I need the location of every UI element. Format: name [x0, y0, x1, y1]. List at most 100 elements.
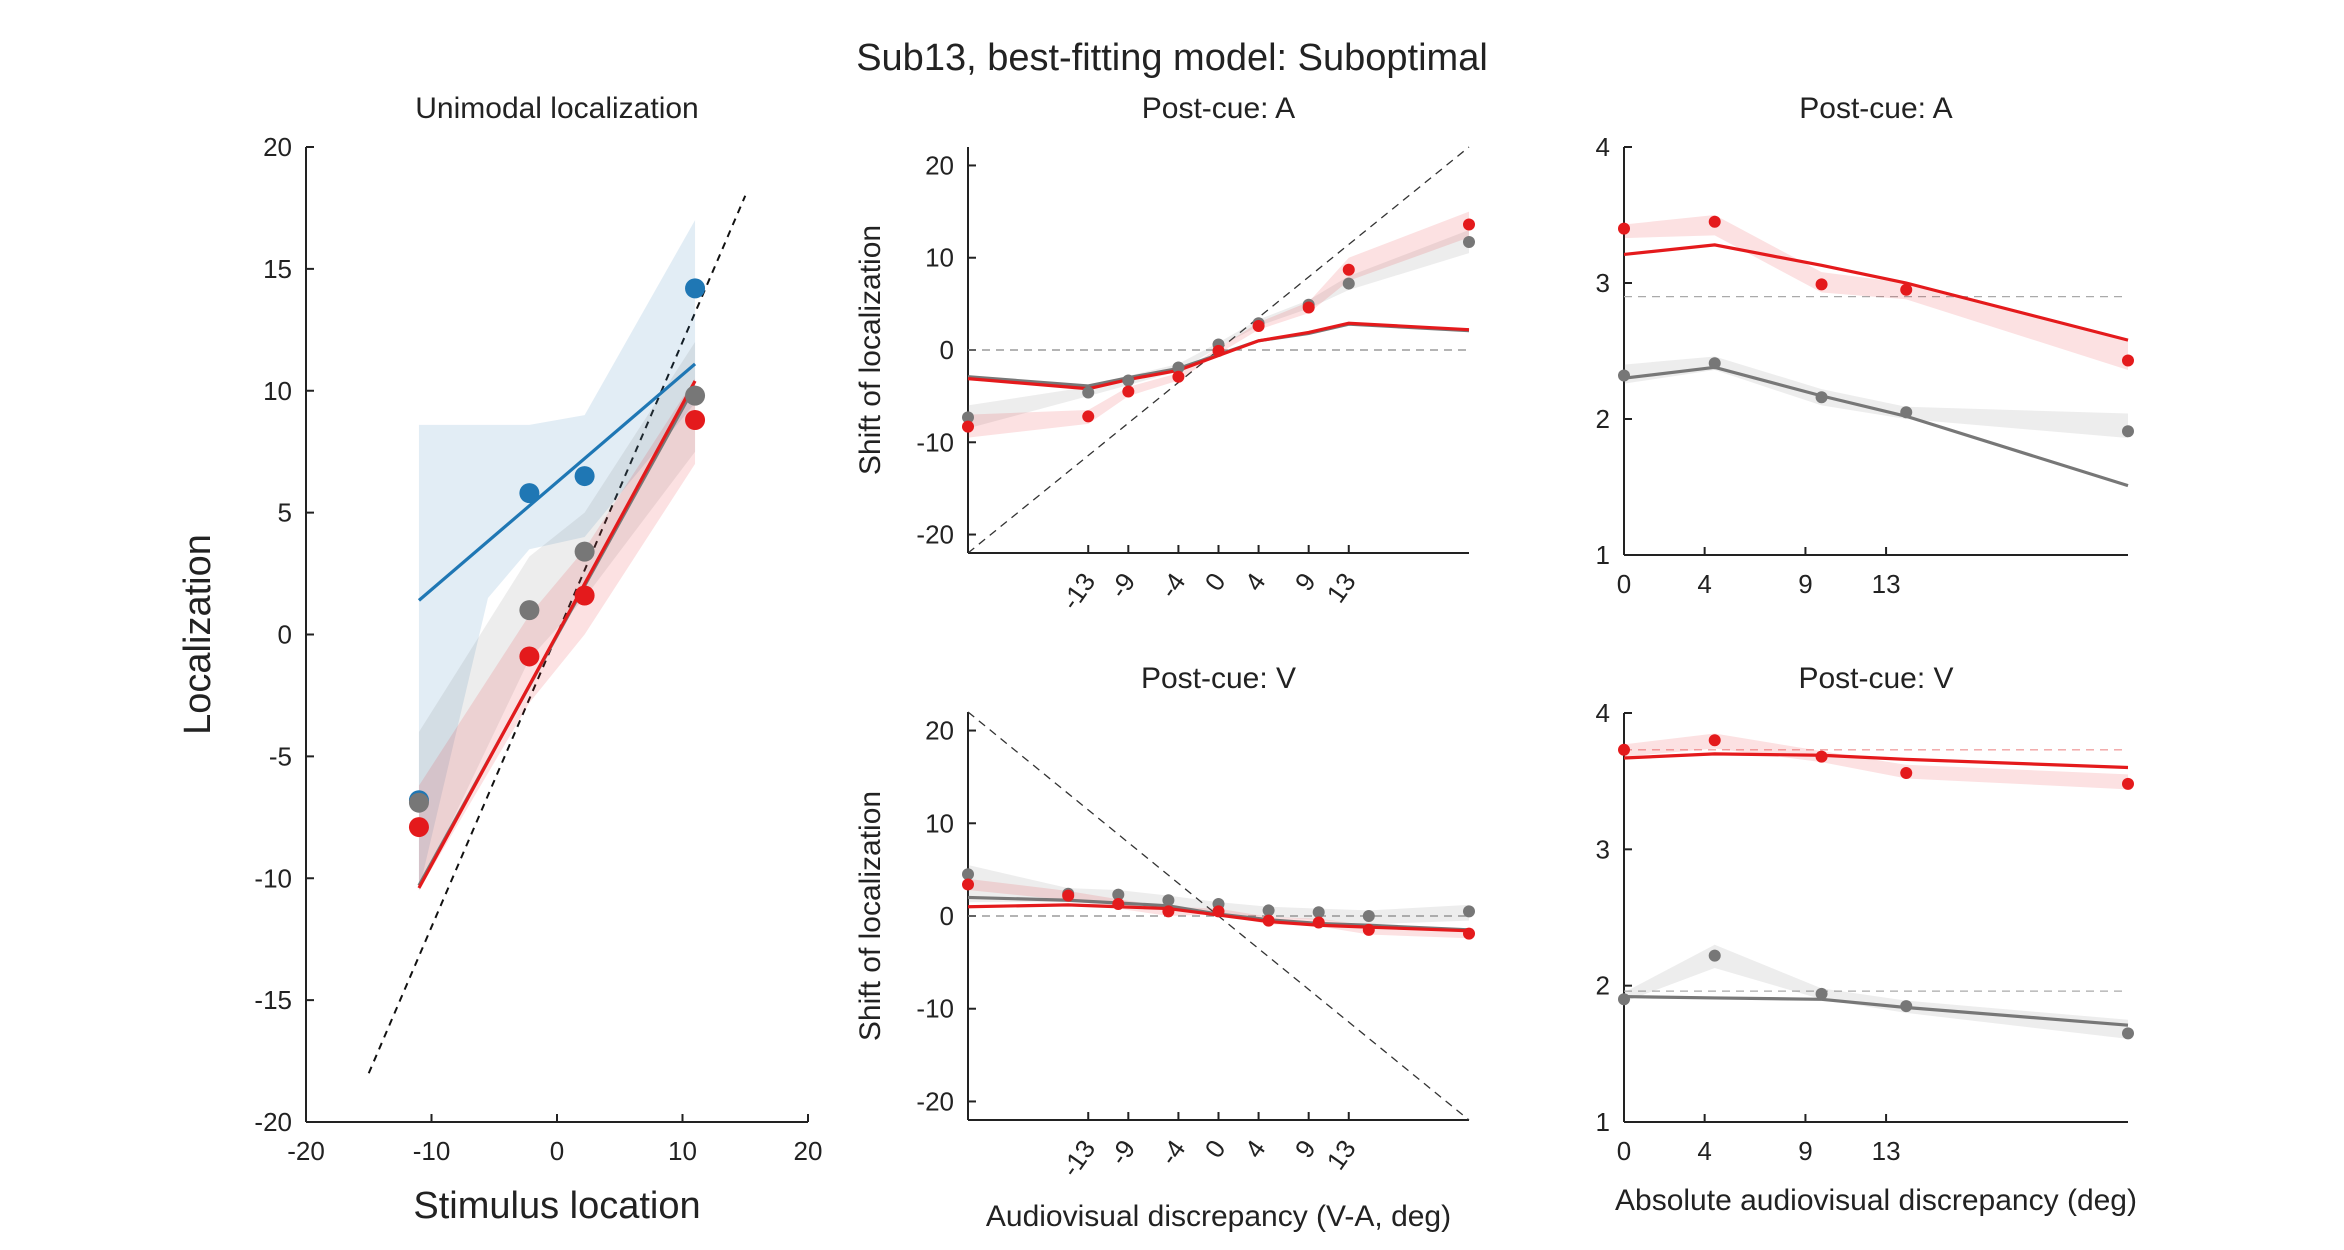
y-tick-label: 2	[1596, 404, 1610, 434]
data-point	[1618, 369, 1630, 382]
data-point	[1342, 263, 1355, 276]
data-point	[962, 878, 974, 891]
data-point	[1618, 743, 1630, 756]
x-tick-label: 4	[1239, 567, 1272, 596]
data-point	[1122, 374, 1135, 387]
data-point	[519, 600, 540, 621]
data-point	[1708, 357, 1721, 370]
data-point	[1900, 1000, 1913, 1013]
y-tick-label: 1	[1596, 1107, 1610, 1137]
data-point	[1463, 927, 1475, 940]
confidence-band	[1624, 215, 2128, 371]
x-tick-label: 0	[1199, 1134, 1232, 1163]
model-fit-line	[417, 362, 697, 602]
data-point	[1212, 344, 1225, 357]
x-tick-label: 9	[1289, 567, 1322, 596]
x-tick-label: 0	[1617, 569, 1631, 599]
x-tick-label: 9	[1289, 1134, 1322, 1163]
data-point	[1815, 391, 1828, 404]
data-point	[408, 817, 429, 838]
y-tick-label: 4	[1596, 698, 1610, 728]
data-point	[1262, 914, 1275, 927]
x-tick-label: 0	[1617, 1136, 1631, 1166]
y-axis-label: Localization	[177, 534, 219, 735]
data-point	[1082, 386, 1095, 399]
data-point	[1112, 888, 1125, 901]
y-tick-label: 1	[1596, 540, 1610, 570]
x-tick-label: 0	[550, 1136, 564, 1166]
y-tick-label: 4	[1596, 132, 1610, 162]
data-point	[1252, 320, 1265, 333]
x-axis-label: Stimulus location	[413, 1185, 700, 1227]
x-tick-label: -20	[287, 1136, 325, 1166]
data-point	[1162, 905, 1175, 918]
data-point	[2122, 1027, 2134, 1040]
x-tick-label: -10	[413, 1136, 451, 1166]
chart-title: Post-cue: V	[1141, 662, 1296, 695]
data-point	[1262, 904, 1275, 917]
x-axis-label: Absolute audiovisual discrepancy (deg)	[1615, 1184, 2137, 1217]
x-tick-label: 20	[794, 1136, 823, 1166]
data-point	[962, 411, 974, 424]
y-tick-label: -5	[269, 741, 292, 771]
y-tick-label: 3	[1596, 268, 1610, 298]
data-point	[574, 585, 595, 606]
data-point	[1815, 750, 1828, 763]
y-tick-label: -20	[254, 1107, 292, 1137]
y-axis-label: Shift of localization	[854, 791, 887, 1041]
data-point	[1618, 993, 1630, 1006]
chart-title: Unimodal localization	[415, 92, 698, 125]
data-point	[1618, 222, 1630, 235]
y-tick-label: 0	[940, 901, 954, 931]
y-tick-label: 10	[925, 243, 954, 273]
data-point	[1463, 236, 1475, 249]
x-tick-label: -9	[1103, 1134, 1141, 1170]
chart-title: Post-cue: A	[1799, 92, 1952, 125]
confidence-band	[968, 230, 1469, 429]
data-point	[2122, 354, 2134, 367]
data-point	[1362, 910, 1375, 922]
x-tick-label: 4	[1239, 1134, 1272, 1163]
data-point	[685, 278, 706, 299]
y-tick-label: -20	[916, 1086, 954, 1116]
chart-unimodal: Unimodal localization -20 -15 -10 -5 0 5 10 15 20…	[177, 92, 822, 1227]
data-point	[1302, 301, 1315, 314]
data-point	[1162, 894, 1175, 907]
y-axis-label: Shift of localization	[854, 225, 887, 475]
data-point	[962, 868, 974, 881]
x-tick-label: 4	[1697, 1136, 1711, 1166]
data-point	[1708, 215, 1721, 228]
y-tick-label: 20	[925, 150, 954, 180]
data-point	[1900, 766, 1913, 779]
model-fit-line	[417, 380, 697, 889]
y-tick-label: -10	[916, 427, 954, 457]
chart-postcue-a-abs: Post-cue: A 1 2 3 4 0 4 9 13	[1596, 92, 2134, 599]
data-point	[1362, 923, 1375, 936]
data-point	[1815, 987, 1828, 1000]
data-point	[1062, 889, 1075, 902]
figure-title: Sub13, best-fitting model: Suboptimal	[856, 37, 1488, 79]
confidence-band	[1624, 733, 2128, 790]
data-point	[1463, 905, 1475, 918]
x-tick-label: -13	[1055, 1134, 1101, 1182]
data-point	[1212, 905, 1225, 918]
x-tick-label: 13	[1321, 1134, 1362, 1175]
data-point	[2122, 425, 2134, 438]
x-tick-label: 13	[1872, 569, 1901, 599]
confidence-band	[1624, 944, 2128, 1039]
data-point	[1172, 361, 1185, 374]
data-point	[574, 541, 595, 562]
data-point	[574, 466, 595, 487]
y-tick-label: 3	[1596, 834, 1610, 864]
data-point	[1708, 949, 1721, 962]
x-axis-label: Audiovisual discrepancy (V-A, deg)	[986, 1200, 1451, 1233]
data-point	[962, 420, 974, 433]
y-tick-label: -10	[254, 863, 292, 893]
y-tick-label: 5	[278, 498, 292, 528]
x-tick-label: 13	[1872, 1136, 1901, 1166]
y-tick-label: 0	[940, 335, 954, 365]
y-tick-label: 15	[263, 254, 292, 284]
confidence-band	[418, 342, 696, 891]
x-tick-label: -13	[1055, 567, 1101, 615]
